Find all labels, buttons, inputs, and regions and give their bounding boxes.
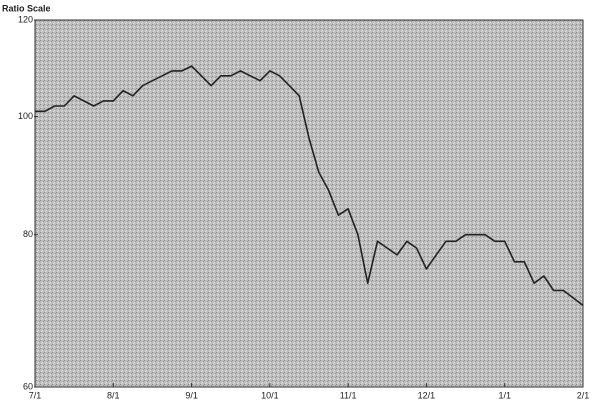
plot-area (34, 19, 584, 388)
x-tick-label: 9/1 (185, 390, 198, 400)
x-tick-label: 8/1 (107, 390, 120, 400)
line (35, 65, 584, 307)
y-tick-label: 100 (18, 111, 33, 121)
x-tick-label: 1/1 (498, 390, 511, 400)
y-tick-label: 80 (23, 229, 33, 239)
chart-title: Ratio Scale (2, 3, 51, 13)
y-tick-label: 120 (18, 14, 33, 24)
y-tick-label: 60 (23, 381, 33, 391)
x-tick-label: 2/1 (577, 390, 590, 400)
x-tick-label: 12/1 (418, 390, 436, 400)
x-tick-label: 11/1 (340, 390, 357, 400)
x-tick-label: 7/1 (29, 390, 42, 400)
x-tick-label: 10/1 (261, 390, 279, 400)
